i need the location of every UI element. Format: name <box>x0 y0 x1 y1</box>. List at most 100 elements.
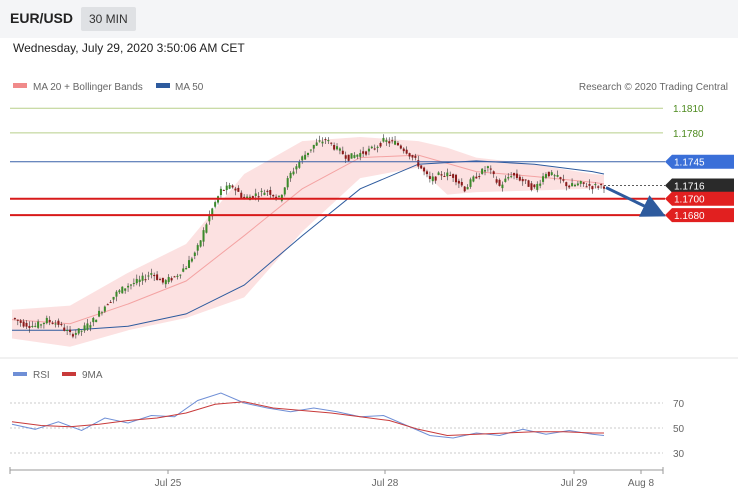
candle <box>344 151 347 164</box>
candle-body <box>507 177 510 179</box>
candle-body <box>510 176 513 178</box>
candle <box>527 179 530 187</box>
candle-body <box>396 142 399 146</box>
candle-body <box>463 186 466 192</box>
candle <box>565 181 568 191</box>
symbol-label: EUR/USD <box>10 10 74 26</box>
candle-body <box>185 267 188 270</box>
candle-body <box>539 183 542 186</box>
candle-body <box>156 274 159 280</box>
candle-body <box>359 153 362 157</box>
candle-body <box>48 319 51 322</box>
candle-body <box>591 186 594 190</box>
candle-body <box>170 278 173 281</box>
candle-body <box>283 187 286 195</box>
candle-body <box>425 171 428 175</box>
candle <box>304 151 307 160</box>
candle <box>495 176 498 185</box>
candle-body <box>153 274 156 277</box>
candle <box>544 172 547 180</box>
candle-body <box>66 330 69 332</box>
bollinger-band <box>12 137 604 347</box>
candle-body <box>266 190 269 192</box>
candle <box>141 272 144 285</box>
candle <box>327 137 330 145</box>
candle-body <box>240 192 243 198</box>
candle-body <box>327 140 330 142</box>
candle <box>170 276 173 283</box>
rsi-panel: 70 50 30 <box>10 392 685 460</box>
candle-body <box>472 176 475 182</box>
candle <box>31 321 34 328</box>
candle <box>391 136 394 144</box>
level-1.1810: 1.1810 <box>10 104 704 115</box>
candle <box>40 323 43 329</box>
candle <box>498 178 501 187</box>
candle <box>156 271 159 281</box>
candle-body <box>478 176 481 178</box>
candle <box>396 141 399 146</box>
candle-body <box>562 179 565 181</box>
candle-body <box>414 155 417 158</box>
candle-body <box>295 166 298 170</box>
candle <box>539 179 542 189</box>
candle-body <box>132 283 135 285</box>
candle-body <box>77 328 80 334</box>
candle-body <box>202 230 205 242</box>
candle-body <box>188 260 191 269</box>
candle <box>568 184 571 189</box>
candle-body <box>547 171 550 177</box>
candle-body <box>330 142 333 144</box>
candle <box>219 186 222 198</box>
candle <box>118 289 121 295</box>
candle <box>341 146 344 155</box>
candle-body <box>315 142 318 146</box>
candle <box>573 183 576 187</box>
candle-body <box>167 277 170 283</box>
candle-body <box>454 174 458 183</box>
candle-body <box>367 148 370 152</box>
candle <box>225 181 228 195</box>
candle-body <box>489 168 492 170</box>
candle-body <box>298 161 301 168</box>
candle-body <box>356 154 359 157</box>
candle <box>330 142 333 146</box>
candle <box>452 173 455 182</box>
candle <box>190 256 193 263</box>
candle <box>318 135 321 143</box>
candle-body <box>42 322 45 325</box>
candle <box>129 283 132 290</box>
candle <box>489 165 492 175</box>
candle-body <box>228 185 231 189</box>
candle-body <box>423 167 426 172</box>
candle <box>385 137 388 146</box>
candle <box>71 332 74 339</box>
candle <box>100 310 103 316</box>
candle-body <box>513 173 516 176</box>
candle <box>144 274 147 283</box>
candle <box>501 181 504 192</box>
candle-body <box>31 325 34 327</box>
candle-body <box>440 174 443 176</box>
candle <box>382 134 385 143</box>
candle-body <box>71 334 74 337</box>
candle-body <box>272 194 275 197</box>
timeframe-button[interactable]: 30 MIN <box>81 7 136 31</box>
candle-body <box>69 329 72 333</box>
candle <box>45 315 48 325</box>
candle-body <box>484 170 487 172</box>
x-tick-label: Aug 8 <box>628 478 655 489</box>
candle-body <box>362 151 365 154</box>
candle <box>34 322 37 328</box>
candle <box>315 138 318 147</box>
candle-body <box>234 188 237 191</box>
candle <box>600 183 603 189</box>
candle-body <box>571 183 574 187</box>
candle-body <box>521 179 524 182</box>
candle-body <box>336 146 339 150</box>
x-tick-label: Jul 29 <box>561 478 588 489</box>
candle <box>370 145 373 149</box>
candle <box>388 137 391 148</box>
candle <box>263 189 266 196</box>
